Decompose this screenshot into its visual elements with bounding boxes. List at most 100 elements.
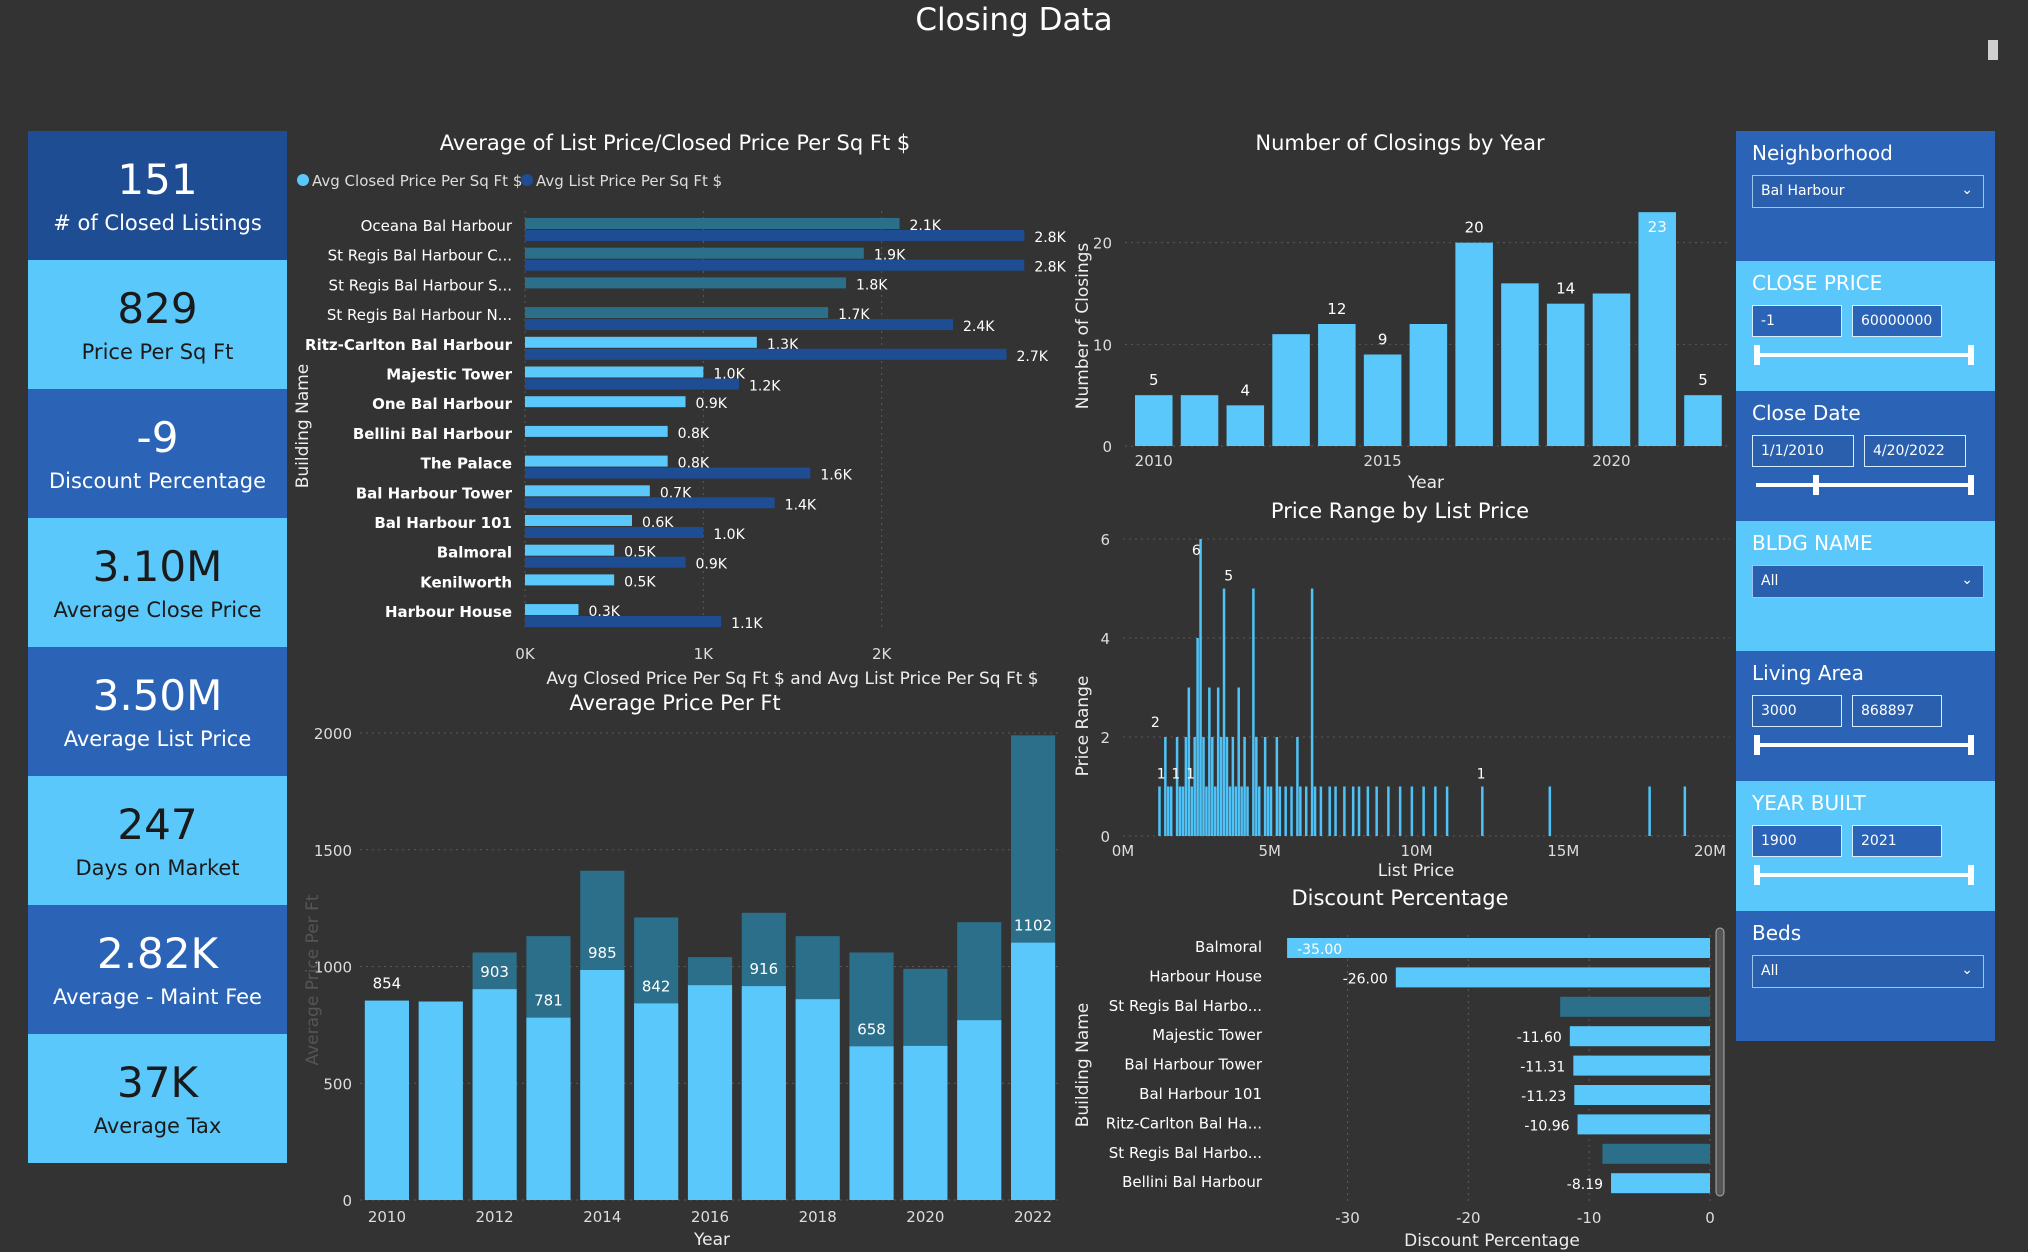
slider-max-handle[interactable] (1968, 475, 1974, 495)
slider-max-handle[interactable] (1968, 345, 1974, 365)
living-area-slider[interactable] (1754, 735, 1974, 755)
bar (1266, 786, 1270, 836)
kpi-label: Price Per Sq Ft (81, 339, 234, 364)
slicer-close-price: CLOSE PRICE -1 60000000 (1736, 261, 1995, 391)
bar (1357, 786, 1361, 836)
close-price-min-input[interactable]: -1 (1752, 305, 1842, 337)
scroll-handle[interactable] (1988, 40, 1998, 60)
scrollbar (1715, 927, 1725, 1197)
kpi-value: 3.50M (92, 671, 223, 721)
bar (1481, 786, 1484, 836)
neighborhood-dropdown[interactable]: Bal Harbour ⌄ (1752, 175, 1984, 208)
kpi-card-avg-close-price: 3.10M Average Close Price (28, 518, 287, 647)
bar-list (525, 230, 1025, 241)
y-tick-label: One Bal Harbour (372, 395, 513, 413)
slider-min-handle[interactable] (1754, 735, 1760, 755)
ppsf-chart[interactable]: Average of List Price/Closed Price Per S… (290, 126, 1070, 706)
slider-min-handle[interactable] (1754, 345, 1760, 365)
bar-closed (525, 604, 579, 616)
close-price-slider[interactable] (1754, 345, 1974, 365)
bar-closed (472, 989, 517, 1200)
y-tick-label: Bal Harbour 101 (374, 514, 512, 532)
bar (1304, 786, 1308, 836)
x-tick-label: 2020 (1592, 452, 1630, 470)
bar (1199, 539, 1202, 836)
slider-max-handle[interactable] (1968, 865, 1974, 885)
data-label: 916 (750, 960, 779, 978)
x-tick-label: 2020 (906, 1208, 944, 1226)
y-tick-label: 4 (1100, 630, 1110, 648)
bar-closed (525, 396, 686, 408)
living-area-max-input[interactable]: 868897 (1852, 695, 1942, 727)
bar (1299, 786, 1302, 836)
y-tick-label: Bal Harbour Tower (1124, 1056, 1262, 1074)
y-tick-label: 20 (1093, 235, 1112, 253)
discount-percentage-chart[interactable]: Discount Percentage -30 -20 -10 0 Discount Pe… (1070, 880, 1735, 1252)
slider-min-handle[interactable] (1813, 475, 1819, 495)
kpi-label: Average Close Price (53, 597, 262, 622)
price-range-chart[interactable]: Price Range by List Price 0 2 4 6 Price Range… (1070, 496, 1735, 881)
data-label: 1 (1171, 767, 1180, 783)
bar (1255, 737, 1258, 836)
beds-dropdown[interactable]: All ⌄ (1752, 955, 1984, 988)
bar (1546, 303, 1585, 446)
data-label: -11.23 (1521, 1089, 1566, 1105)
slicer-title: BLDG NAME (1752, 531, 1873, 555)
year-built-slider[interactable] (1754, 865, 1974, 885)
x-tick-label: 2014 (583, 1208, 621, 1226)
y-tick-label: Balmoral (1195, 938, 1262, 956)
bar (1180, 395, 1219, 446)
y-tick-label: St Regis Bal Harbour N... (327, 306, 512, 324)
bar (1243, 737, 1246, 836)
y-tick-label: Balmoral (437, 544, 512, 562)
bar (1272, 334, 1310, 446)
year-built-max-input[interactable]: 2021 (1852, 825, 1942, 857)
close-date-slider[interactable] (1756, 475, 1974, 495)
dropdown-value: Bal Harbour (1761, 183, 1845, 199)
y-tick-label: St Regis Bal Harbo... (1109, 1144, 1262, 1162)
bar (1252, 588, 1255, 836)
data-label: 1.2K (749, 379, 781, 395)
data-label: 781 (534, 992, 563, 1010)
close-date-start-input[interactable]: 1/1/2010 (1752, 435, 1854, 467)
data-label: 903 (480, 963, 509, 981)
y-tick-label: 0 (1100, 828, 1110, 846)
x-tick-label: 5M (1259, 842, 1282, 860)
data-label: 5 (1149, 371, 1159, 389)
y-tick-label: Oceana Bal Harbour (361, 217, 513, 235)
bar (1208, 687, 1211, 836)
bar (1269, 786, 1273, 836)
x-tick-label: -30 (1335, 1209, 1360, 1227)
data-label: 0.8K (678, 426, 710, 442)
avg-price-per-ft-chart[interactable]: Average Price Per Ft 0 500 1000 1500 2000 Aver… (290, 690, 1070, 1252)
close-date-end-input[interactable]: 4/20/2022 (1864, 435, 1966, 467)
bar (1684, 395, 1722, 446)
y-tick-label: 10 (1093, 336, 1112, 354)
living-area-min-input[interactable]: 3000 (1752, 695, 1842, 727)
bar (1611, 1173, 1710, 1194)
bar-closed (795, 999, 840, 1200)
slicer-title: Beds (1752, 921, 1802, 945)
bar (1548, 786, 1552, 836)
x-tick-label: 0M (1112, 842, 1135, 860)
bar-closed (525, 247, 864, 259)
bar (1351, 786, 1355, 836)
bar-closed (580, 970, 625, 1200)
bar (1240, 786, 1243, 836)
y-tick-label: Ritz-Carlton Bal Ha... (1106, 1114, 1262, 1132)
y-tick-label: 6 (1100, 531, 1110, 549)
slider-max-handle[interactable] (1968, 735, 1974, 755)
year-built-min-input[interactable]: 1900 (1752, 825, 1842, 857)
close-price-max-input[interactable]: 60000000 (1852, 305, 1942, 337)
x-axis-label: Year (1407, 473, 1444, 493)
bar (1175, 737, 1179, 836)
bar (1190, 786, 1194, 836)
bar-list (525, 467, 811, 479)
bar-closed (849, 1046, 894, 1200)
bldg-name-dropdown[interactable]: All ⌄ (1752, 565, 1984, 598)
y-axis-label: Building Name (1073, 1003, 1093, 1128)
slider-min-handle[interactable] (1754, 865, 1760, 885)
bar (1287, 938, 1710, 958)
bar-closed (525, 336, 757, 348)
